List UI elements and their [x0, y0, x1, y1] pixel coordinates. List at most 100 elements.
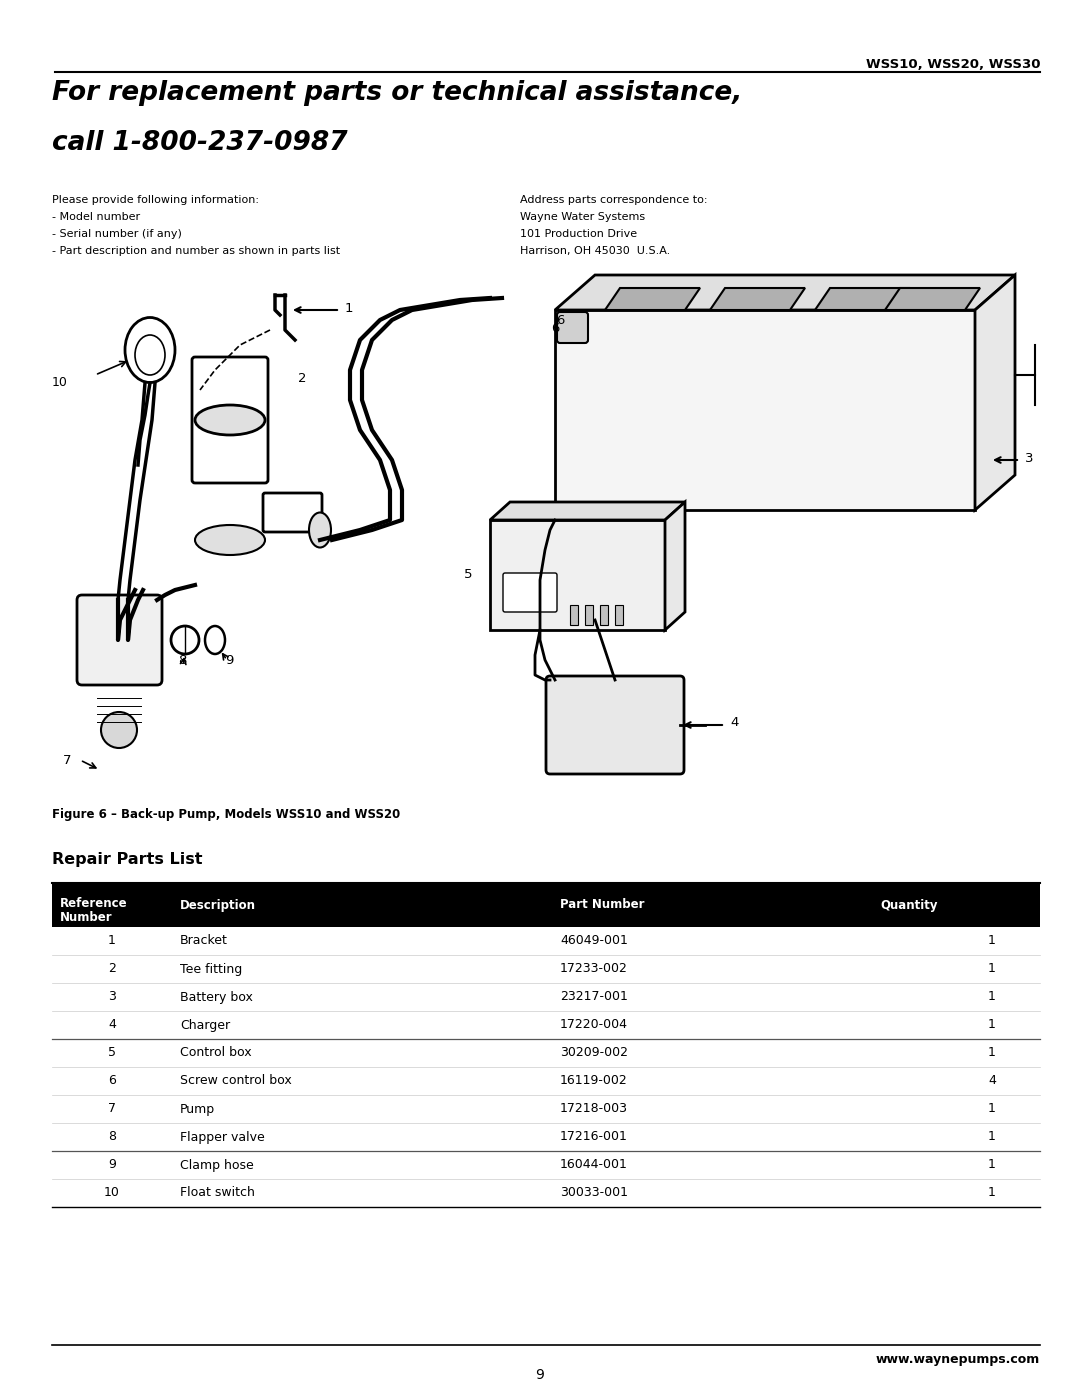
Text: Figure 6 – Back-up Pump, Models WSS10 and WSS20: Figure 6 – Back-up Pump, Models WSS10 an…	[52, 807, 401, 821]
Text: Screw control box: Screw control box	[180, 1074, 292, 1087]
Circle shape	[102, 712, 137, 747]
FancyBboxPatch shape	[546, 676, 684, 774]
Text: Repair Parts List: Repair Parts List	[52, 852, 203, 868]
Text: 30209-002: 30209-002	[561, 1046, 627, 1059]
Text: Control box: Control box	[180, 1046, 252, 1059]
Text: 17220-004: 17220-004	[561, 1018, 627, 1031]
Text: - Part description and number as shown in parts list: - Part description and number as shown i…	[52, 246, 340, 256]
Polygon shape	[885, 288, 980, 310]
FancyBboxPatch shape	[77, 595, 162, 685]
Text: 23217-001: 23217-001	[561, 990, 627, 1003]
Text: 8: 8	[178, 654, 186, 666]
Text: www.waynepumps.com: www.waynepumps.com	[876, 1354, 1040, 1366]
Polygon shape	[710, 288, 805, 310]
Text: Number: Number	[60, 911, 112, 923]
Text: 6: 6	[556, 313, 564, 327]
Text: 3: 3	[1025, 451, 1034, 464]
Text: 46049-001: 46049-001	[561, 935, 627, 947]
Bar	[615, 605, 623, 624]
Text: 4: 4	[730, 715, 739, 728]
Text: 1: 1	[988, 1186, 996, 1200]
Ellipse shape	[125, 317, 175, 383]
Text: 30033-001: 30033-001	[561, 1186, 627, 1200]
Text: Please provide following information:: Please provide following information:	[52, 196, 259, 205]
Ellipse shape	[195, 405, 265, 434]
Text: 5: 5	[463, 569, 472, 581]
Text: Battery box: Battery box	[180, 990, 253, 1003]
Text: For replacement parts or technical assistance,: For replacement parts or technical assis…	[52, 80, 742, 106]
Text: 9: 9	[536, 1368, 544, 1382]
Text: 10: 10	[104, 1186, 120, 1200]
Text: 2: 2	[298, 372, 307, 384]
Bar	[52, 883, 1040, 928]
Text: 101 Production Drive: 101 Production Drive	[519, 229, 637, 239]
Text: Reference: Reference	[60, 897, 127, 909]
Polygon shape	[665, 502, 685, 630]
Text: Tee fitting: Tee fitting	[180, 963, 242, 975]
Text: Float switch: Float switch	[180, 1186, 255, 1200]
Text: - Serial number (if any): - Serial number (if any)	[52, 229, 181, 239]
Text: 17233-002: 17233-002	[561, 963, 627, 975]
Bar	[585, 605, 593, 624]
FancyBboxPatch shape	[490, 520, 665, 630]
Text: Harrison, OH 45030  U.S.A.: Harrison, OH 45030 U.S.A.	[519, 246, 671, 256]
Bar	[600, 605, 608, 624]
Text: 17218-003: 17218-003	[561, 1102, 627, 1115]
Text: 1: 1	[988, 963, 996, 975]
Text: Charger: Charger	[180, 1018, 230, 1031]
FancyBboxPatch shape	[503, 573, 557, 612]
FancyBboxPatch shape	[192, 358, 268, 483]
Text: 17216-001: 17216-001	[561, 1130, 627, 1144]
Text: 7: 7	[108, 1102, 116, 1115]
Text: 3: 3	[108, 990, 116, 1003]
FancyBboxPatch shape	[555, 310, 975, 510]
Text: 1: 1	[988, 1158, 996, 1172]
Text: 1: 1	[988, 1046, 996, 1059]
Text: 4: 4	[988, 1074, 996, 1087]
Text: 6: 6	[108, 1074, 116, 1087]
Text: 1: 1	[988, 1102, 996, 1115]
Text: Clamp hose: Clamp hose	[180, 1158, 254, 1172]
Ellipse shape	[205, 626, 225, 654]
FancyBboxPatch shape	[557, 312, 588, 344]
Circle shape	[171, 626, 199, 654]
Text: Pump: Pump	[180, 1102, 215, 1115]
FancyBboxPatch shape	[264, 493, 322, 532]
Text: Wayne Water Systems: Wayne Water Systems	[519, 212, 645, 222]
Text: Quantity: Quantity	[880, 898, 937, 911]
Polygon shape	[975, 275, 1015, 510]
Text: 1: 1	[108, 935, 116, 947]
Text: 6: 6	[551, 321, 559, 334]
Text: - Model number: - Model number	[52, 212, 140, 222]
Text: 16044-001: 16044-001	[561, 1158, 627, 1172]
Text: 1: 1	[988, 990, 996, 1003]
Text: WSS10, WSS20, WSS30: WSS10, WSS20, WSS30	[865, 59, 1040, 71]
Text: 10: 10	[52, 376, 68, 388]
Text: 8: 8	[108, 1130, 116, 1144]
Text: Part Number: Part Number	[561, 898, 645, 911]
Text: 4: 4	[108, 1018, 116, 1031]
Polygon shape	[555, 275, 1015, 310]
Text: 5: 5	[108, 1046, 116, 1059]
Bar	[570, 605, 578, 624]
Polygon shape	[815, 288, 910, 310]
Polygon shape	[490, 502, 685, 520]
Text: 2: 2	[108, 963, 116, 975]
Text: Bracket: Bracket	[180, 935, 228, 947]
Text: 16119-002: 16119-002	[561, 1074, 627, 1087]
Text: call 1-800-237-0987: call 1-800-237-0987	[52, 130, 348, 156]
Text: 7: 7	[63, 753, 71, 767]
Ellipse shape	[195, 525, 265, 555]
Polygon shape	[605, 288, 700, 310]
Text: Flapper valve: Flapper valve	[180, 1130, 265, 1144]
Text: Description: Description	[180, 898, 256, 911]
Ellipse shape	[135, 335, 165, 374]
Text: Address parts correspondence to:: Address parts correspondence to:	[519, 196, 707, 205]
Text: 1: 1	[988, 1018, 996, 1031]
Ellipse shape	[309, 513, 330, 548]
Text: 1: 1	[345, 302, 353, 314]
Text: 1: 1	[988, 935, 996, 947]
Text: 9: 9	[225, 654, 233, 666]
Text: 9: 9	[108, 1158, 116, 1172]
Text: 1: 1	[988, 1130, 996, 1144]
